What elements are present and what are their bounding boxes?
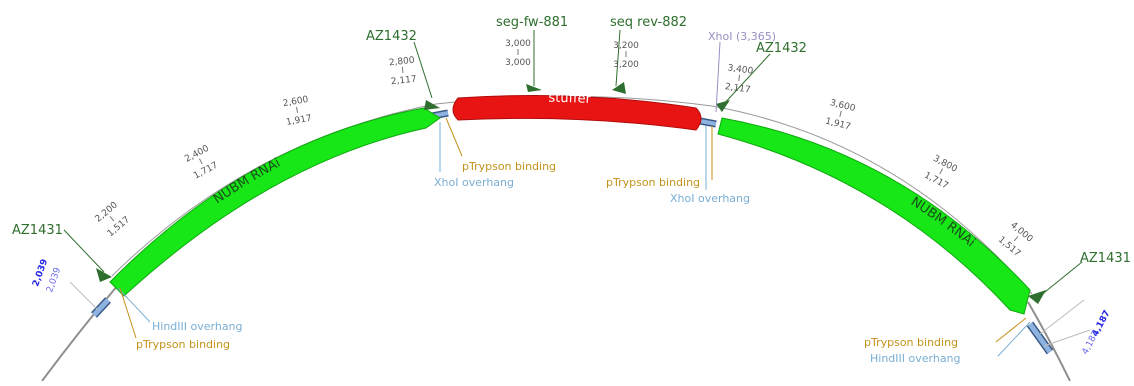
feature-label-stuffer: stuffer [548, 91, 592, 107]
tick-mark [839, 110, 842, 117]
tick-label-bottom: 1,517 [106, 215, 132, 239]
feature-stuffer[interactable] [452, 95, 702, 131]
backbone-right [1027, 301, 1071, 382]
hindiii-overhang-left-leader [117, 287, 151, 323]
primer-seg-fw-881[interactable]: seg-fw-881 [496, 15, 568, 92]
tick-mark [939, 168, 944, 175]
tick-label-bottom: 1,917 [285, 114, 312, 128]
primer-az1432-right[interactable]: AZ1432 [716, 41, 807, 112]
tick-label-top: 3,200 [613, 41, 639, 51]
boundary-left-b: 2,039 [45, 266, 63, 294]
tick-mark [296, 106, 299, 113]
tick-label-bottom: 3,000 [505, 58, 531, 68]
backbone-left [41, 284, 119, 382]
tick-label-top: 3,800 [931, 154, 959, 175]
tick-label-top: 2,600 [282, 95, 309, 109]
primer-az1431-right[interactable]: AZ1431 [1028, 251, 1131, 304]
tick-label-top: 2,800 [388, 56, 415, 69]
tick-mark [1013, 235, 1019, 242]
position-tick: 3,400 2,117 [724, 63, 754, 95]
tick-mark [109, 215, 115, 222]
tick-label-top: 3,400 [727, 63, 754, 77]
ptrypson-left-label[interactable]: pTrypson binding [136, 338, 230, 351]
boundary-right-line [1039, 299, 1085, 335]
tick-label-top: 3,000 [505, 39, 531, 49]
xhoi-overhang-right-fill [699, 119, 717, 126]
primer-az1432-left[interactable]: AZ1432 [366, 29, 440, 110]
ptrypson-right-leader [995, 317, 1027, 343]
tick-label-bottom: 1,517 [996, 235, 1022, 259]
position-tick: 3,000 3,000 [505, 39, 531, 68]
hindiii-overhang-right-label[interactable]: HindIII overhang [870, 352, 961, 365]
position-tick: 2,600 1,917 [282, 95, 312, 128]
tick-label-top: 2,200 [94, 200, 120, 224]
tick-mark [738, 74, 741, 81]
hindiii-overhang-left-fill [92, 298, 110, 317]
primer-seq-rev-882[interactable]: seq rev-882 [610, 15, 687, 94]
tick-label-bottom: 3,200 [613, 60, 639, 70]
primer-label-seq-rev-882: seq rev-882 [610, 15, 687, 30]
position-tick: 3,200 3,200 [613, 41, 639, 70]
xhoi-site-label[interactable]: XhoI (3,365) [708, 30, 776, 43]
position-tick: 2,800 2,117 [388, 56, 417, 88]
hindiii-overhang-right-fill [1027, 322, 1053, 354]
ptrypson-mid-leader [445, 117, 463, 157]
boundary-right-line-2 [1043, 329, 1091, 347]
primer-az1431-left[interactable]: AZ1431 [12, 223, 112, 282]
hindiii-overhang-left-label[interactable]: HindIII overhang [152, 320, 243, 333]
feature-nubm-rnai-right[interactable] [717, 117, 1031, 315]
ptrypson-right-mid-label[interactable]: pTrypson binding [606, 176, 700, 189]
tick-label-bottom: 1,917 [824, 117, 851, 133]
primer-label-az1431-right: AZ1431 [1080, 251, 1131, 266]
ptrypson-left-leader [119, 287, 137, 339]
tick-label-top: 3,600 [829, 98, 857, 114]
feature-nubm-rnai-left[interactable] [109, 107, 441, 297]
primer-label-seg-fw-881: seg-fw-881 [496, 15, 568, 30]
tick-mark [198, 158, 203, 165]
primer-label-az1432-right: AZ1432 [756, 41, 807, 56]
tick-label-top: 4,000 [1008, 220, 1034, 244]
boundary-right-b: 4,187 [1081, 329, 1102, 356]
tick-mark [401, 66, 404, 74]
tick-label-bottom: 1,717 [922, 171, 949, 192]
primer-label-az1431-left: AZ1431 [12, 223, 63, 238]
ptrypson-mid-label[interactable]: pTrypson binding [462, 160, 556, 173]
xhoi-overhang-mid-label[interactable]: XhoI overhang [434, 176, 514, 189]
xhoi-overhang-right-label[interactable]: XhoI overhang [670, 192, 750, 205]
tick-label-bottom: 1,717 [192, 161, 219, 182]
position-tick: 3,600 1,917 [824, 98, 856, 132]
position-ticks: 2,2001,5172,4001,7172,6001,9172,8002,117… [94, 39, 1035, 259]
tick-label-top: 2,400 [183, 144, 211, 165]
hindiii-overhang-right-leader [997, 321, 1031, 357]
boundary-left-line [69, 281, 99, 311]
tick-label-bottom: 2,117 [724, 82, 751, 95]
tick-label-bottom: 2,117 [390, 75, 417, 88]
primer-label-az1432-left: AZ1432 [366, 29, 417, 44]
xhoi-site-line [715, 41, 721, 113]
ptrypson-right-label[interactable]: pTrypson binding [864, 336, 958, 349]
